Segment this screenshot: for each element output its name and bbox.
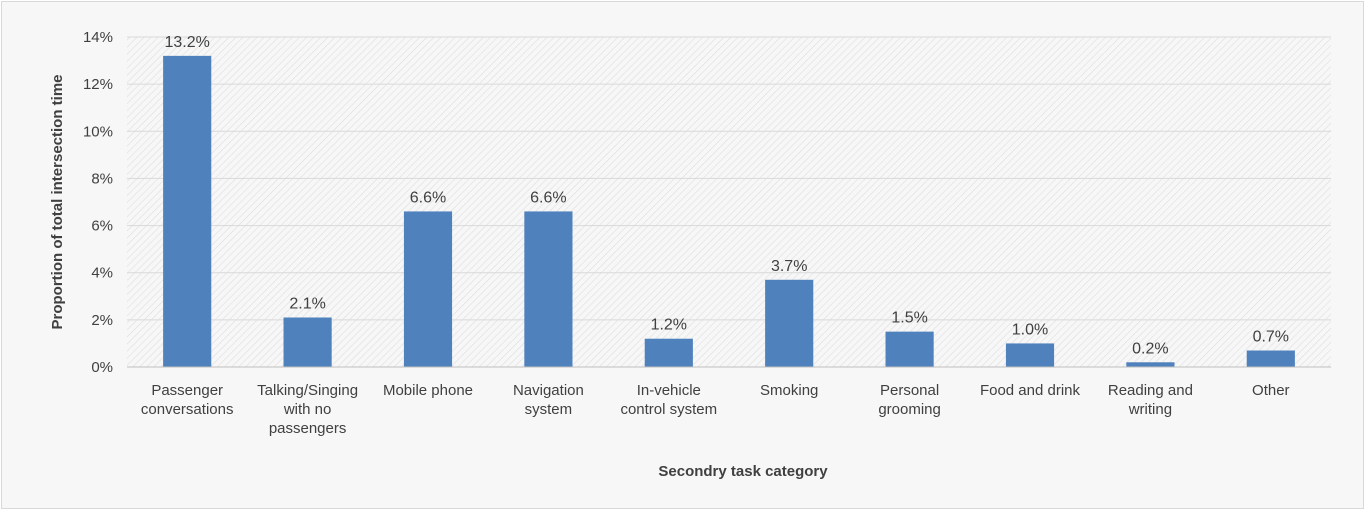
bar [1005, 343, 1055, 367]
y-tick-label: 4% [91, 265, 113, 282]
x-category-label: Navigation system [513, 382, 584, 418]
bar [765, 279, 814, 367]
bars [163, 55, 1295, 367]
data-label: 2.1% [289, 296, 325, 313]
y-tick-label: 0% [91, 359, 113, 376]
data-label: 6.6% [530, 189, 566, 206]
y-tick-label: 6% [91, 218, 113, 235]
bar [644, 338, 693, 367]
x-category-label: Smoking [760, 382, 818, 399]
data-label: 0.7% [1253, 329, 1289, 346]
x-axis-categories: Passenger conversations Talking/Singing wit… [141, 382, 1290, 437]
data-label: 1.0% [1012, 321, 1048, 338]
y-axis-title: Proportion of total intersection time [49, 74, 66, 329]
bar [524, 211, 573, 367]
bar [403, 211, 453, 367]
data-label: 13.2% [165, 34, 210, 51]
x-category-label: Food and drink [980, 382, 1081, 399]
x-category-label: Mobile phone [383, 382, 473, 399]
x-category-label: Passenger conversations [141, 382, 234, 418]
y-tick-label: 2% [91, 312, 113, 329]
x-axis-title: Secondry task category [658, 463, 828, 480]
x-category-label: Personal grooming [878, 382, 941, 418]
bar [163, 55, 212, 367]
data-label: 3.7% [771, 258, 807, 275]
bar [283, 317, 332, 367]
y-tick-label: 14% [83, 29, 113, 46]
y-tick-label: 10% [83, 123, 113, 140]
bar [1246, 350, 1295, 367]
data-label: 1.5% [891, 310, 927, 327]
plot-area [127, 37, 1331, 367]
x-category-label: In-vehicle control system [620, 382, 717, 418]
data-labels: 13.2% 2.1% 6.6% 6.6% 1.2% 3.7% 1.5% 1.0% 0.2% 0.7… [165, 34, 1290, 357]
y-tick-label: 8% [91, 170, 113, 187]
data-label: 6.6% [410, 189, 446, 206]
y-tick-label: 12% [83, 76, 113, 93]
bar [885, 331, 934, 367]
data-label: 1.2% [651, 317, 687, 334]
data-label: 0.2% [1132, 340, 1168, 357]
x-category-label: Reading and writing [1108, 382, 1193, 418]
y-axis-ticks: 0% 2% 4% 6% 8% 10% 12% 14% [83, 29, 113, 376]
x-category-label: Other [1252, 382, 1290, 399]
x-category-label: Talking/Singing with no passengers [257, 382, 358, 437]
bar [1126, 362, 1175, 367]
